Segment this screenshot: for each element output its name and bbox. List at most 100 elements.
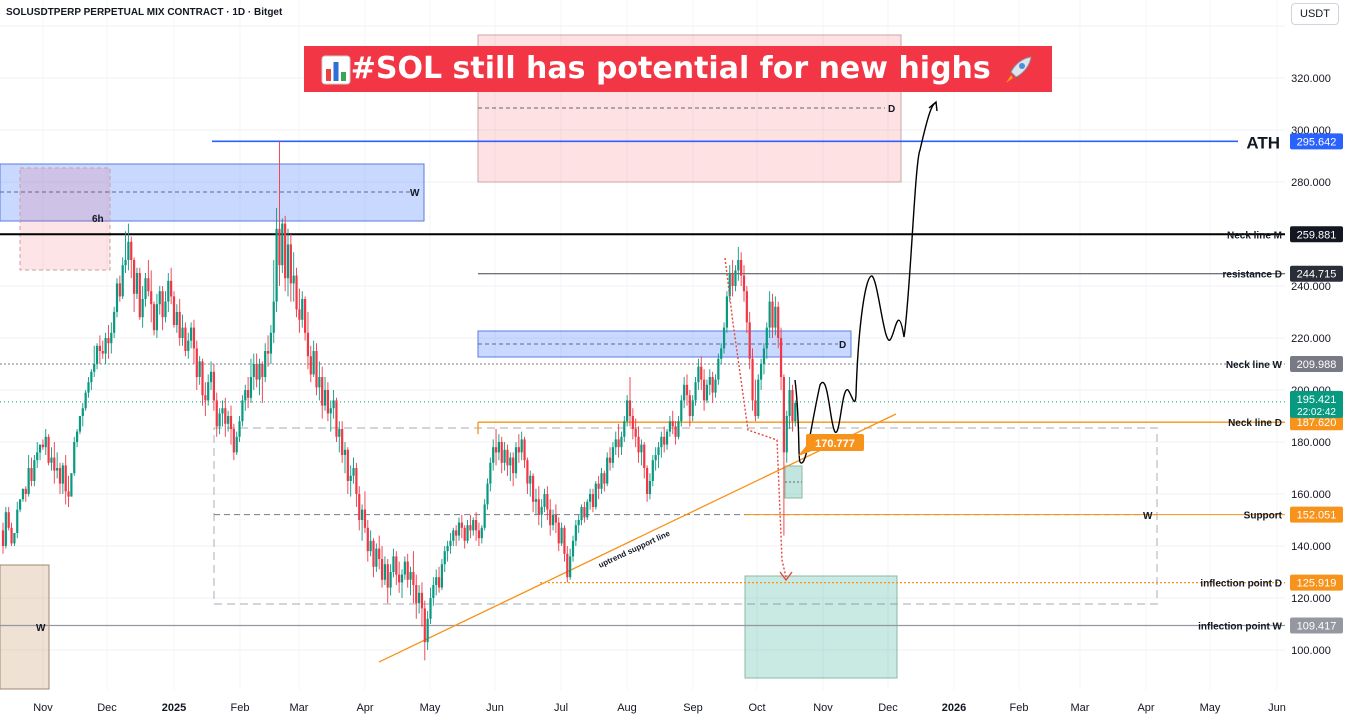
- candle-body-58: [167, 280, 170, 302]
- candle-body-269: [768, 301, 771, 328]
- candle-body-46: [133, 260, 136, 294]
- candle-body-166: [475, 520, 478, 531]
- candle-body-275: [785, 416, 788, 453]
- candle-body-199: [569, 556, 572, 578]
- candle-body-11: [33, 460, 36, 481]
- x-tick-label-7: Jun: [486, 702, 504, 714]
- candle-body-235: [671, 421, 674, 427]
- candle-body-16: [47, 436, 50, 463]
- x-tick-label-1: Dec: [97, 702, 117, 714]
- candle-body-169: [483, 504, 486, 528]
- zone-label-w-top: W: [410, 188, 420, 199]
- candle-body-136: [389, 572, 392, 588]
- chart-title: SOLUSDTPERP PERPETUAL MIX CONTRACT · 1D …: [6, 7, 283, 18]
- candle-body-80: [229, 416, 233, 429]
- candle-body-143: [409, 572, 412, 580]
- candle-body-51: [147, 278, 150, 292]
- projection-path: [794, 102, 937, 464]
- level-tag-text-7: 109.417: [1297, 621, 1337, 633]
- level-tag-text-0: 295.642: [1297, 136, 1337, 148]
- candle-body-59: [170, 280, 173, 297]
- candle-body-38: [110, 332, 113, 344]
- candle-body-251: [717, 358, 720, 380]
- candle-body-53: [152, 304, 156, 331]
- candle-body-75: [215, 400, 218, 427]
- candle-body-33: [95, 345, 99, 364]
- candle-body-73: [209, 371, 213, 383]
- y-tick-label-11: 320.000: [1291, 73, 1331, 85]
- candle-body-238: [680, 400, 683, 422]
- candle-body-137: [392, 556, 395, 572]
- candle-body-111: [318, 377, 321, 388]
- candle-body-184: [526, 460, 529, 484]
- candle-body-240: [685, 384, 689, 396]
- candle-body-218: [623, 421, 626, 437]
- candle-body-262: [748, 322, 751, 359]
- candle-body-27: [78, 416, 82, 432]
- candle-body-84: [241, 400, 244, 422]
- candle-body-210: [600, 473, 603, 489]
- candle-body-105: [301, 299, 304, 320]
- candle-body-90: [258, 364, 261, 380]
- candle-body-130: [372, 540, 375, 567]
- candle-body-221: [631, 416, 634, 429]
- level-name-1: Neck line M: [1227, 230, 1282, 241]
- projection-arrowhead: [928, 100, 938, 112]
- candle-body-172: [492, 447, 495, 463]
- candle-body-145: [415, 585, 418, 604]
- candle-body-170: [486, 483, 489, 505]
- candle-body-61: [175, 312, 178, 325]
- candle-body-276: [788, 390, 791, 416]
- candle-body-76: [218, 413, 221, 427]
- candle-body-0: [1, 530, 5, 546]
- x-tick-label-2: 2025: [162, 702, 186, 714]
- candle-body-192: [549, 509, 552, 526]
- candle-body-1: [4, 512, 7, 546]
- candle-body-167: [477, 530, 481, 539]
- candle-body-160: [457, 522, 461, 536]
- candle-body-189: [540, 507, 543, 515]
- candle-body-185: [529, 475, 532, 484]
- current-price-tag: [1290, 390, 1343, 418]
- candle-body-39: [113, 312, 116, 333]
- candle-body-24: [70, 473, 73, 497]
- candle-body-266: [760, 364, 763, 380]
- price-callout-box: [806, 434, 864, 451]
- level-tag-text-5: 152.051: [1297, 510, 1337, 522]
- y-tick-label-6: 220.000: [1291, 333, 1331, 345]
- candle-body-273: [779, 338, 783, 377]
- x-tick-label-3: Feb: [231, 702, 250, 714]
- x-tick-label-16: Mar: [1071, 702, 1090, 714]
- candle-body-69: [198, 361, 201, 377]
- candle-body-159: [455, 530, 458, 536]
- candle-body-150: [429, 598, 432, 619]
- candle-body-187: [534, 499, 538, 502]
- candle-body-190: [543, 494, 546, 507]
- candle-body-107: [306, 332, 310, 357]
- candle-body-37: [107, 338, 110, 344]
- candle-body-215: [614, 439, 617, 448]
- x-tick-label-5: Apr: [356, 702, 373, 714]
- candle-body-205: [586, 501, 589, 518]
- x-tick-label-17: Apr: [1137, 702, 1154, 714]
- candle-body-153: [437, 577, 441, 588]
- candle-body-194: [554, 514, 557, 523]
- candle-body-63: [181, 327, 184, 338]
- candle-body-133: [380, 559, 384, 580]
- candle-body-191: [546, 494, 549, 510]
- candle-body-64: [184, 327, 187, 351]
- candle-body-162: [463, 527, 466, 541]
- x-tick-label-6: May: [420, 702, 441, 714]
- candle-body-19: [56, 468, 59, 471]
- candle-body-93: [266, 351, 270, 354]
- current-price-text: 195.421: [1297, 394, 1337, 406]
- candle-body-88: [252, 364, 255, 377]
- currency-button[interactable]: USDT: [1291, 3, 1339, 25]
- candle-body-188: [537, 499, 540, 515]
- candle-body-14: [41, 444, 44, 448]
- uptrend-support-line: [378, 413, 897, 663]
- candle-body-196: [560, 527, 563, 544]
- candle-body-118: [338, 429, 341, 437]
- candle-body-212: [606, 457, 609, 484]
